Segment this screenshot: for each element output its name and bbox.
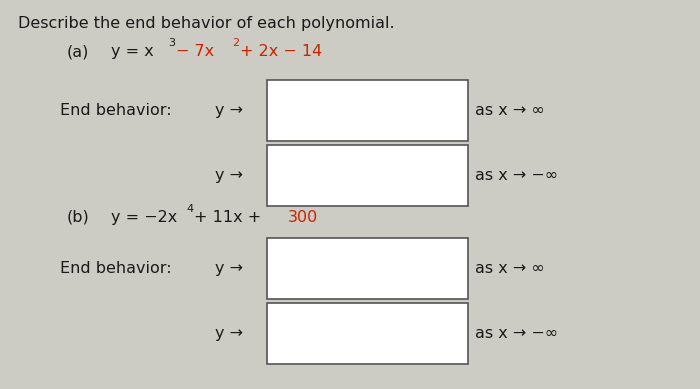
Bar xyxy=(267,303,468,364)
Text: y = x: y = x xyxy=(111,44,154,59)
Bar xyxy=(267,238,468,299)
Text: (a): (a) xyxy=(66,44,89,59)
Text: + 11x +: + 11x + xyxy=(195,210,267,225)
Text: + 2x − 14: + 2x − 14 xyxy=(240,44,322,59)
Text: End behavior:: End behavior: xyxy=(60,103,171,118)
Text: 300: 300 xyxy=(288,210,318,225)
Text: 4: 4 xyxy=(187,204,194,214)
Text: y →: y → xyxy=(215,103,243,118)
Text: as x → −∞: as x → −∞ xyxy=(475,168,558,183)
Text: 2: 2 xyxy=(232,39,239,48)
Bar xyxy=(267,80,468,141)
Bar xyxy=(267,145,468,206)
Text: y →: y → xyxy=(215,261,243,276)
Text: as x → −∞: as x → −∞ xyxy=(475,326,558,341)
Text: y →: y → xyxy=(215,326,243,341)
Text: y →: y → xyxy=(215,168,243,183)
Text: as x → ∞: as x → ∞ xyxy=(475,261,545,276)
Text: End behavior:: End behavior: xyxy=(60,261,171,276)
Text: 3: 3 xyxy=(168,39,175,48)
Text: − 7x: − 7x xyxy=(176,44,214,59)
Text: as x → ∞: as x → ∞ xyxy=(475,103,545,118)
Text: (b): (b) xyxy=(66,210,89,225)
Text: Describe the end behavior of each polynomial.: Describe the end behavior of each polyno… xyxy=(18,16,395,31)
Text: y = −2x: y = −2x xyxy=(111,210,178,225)
